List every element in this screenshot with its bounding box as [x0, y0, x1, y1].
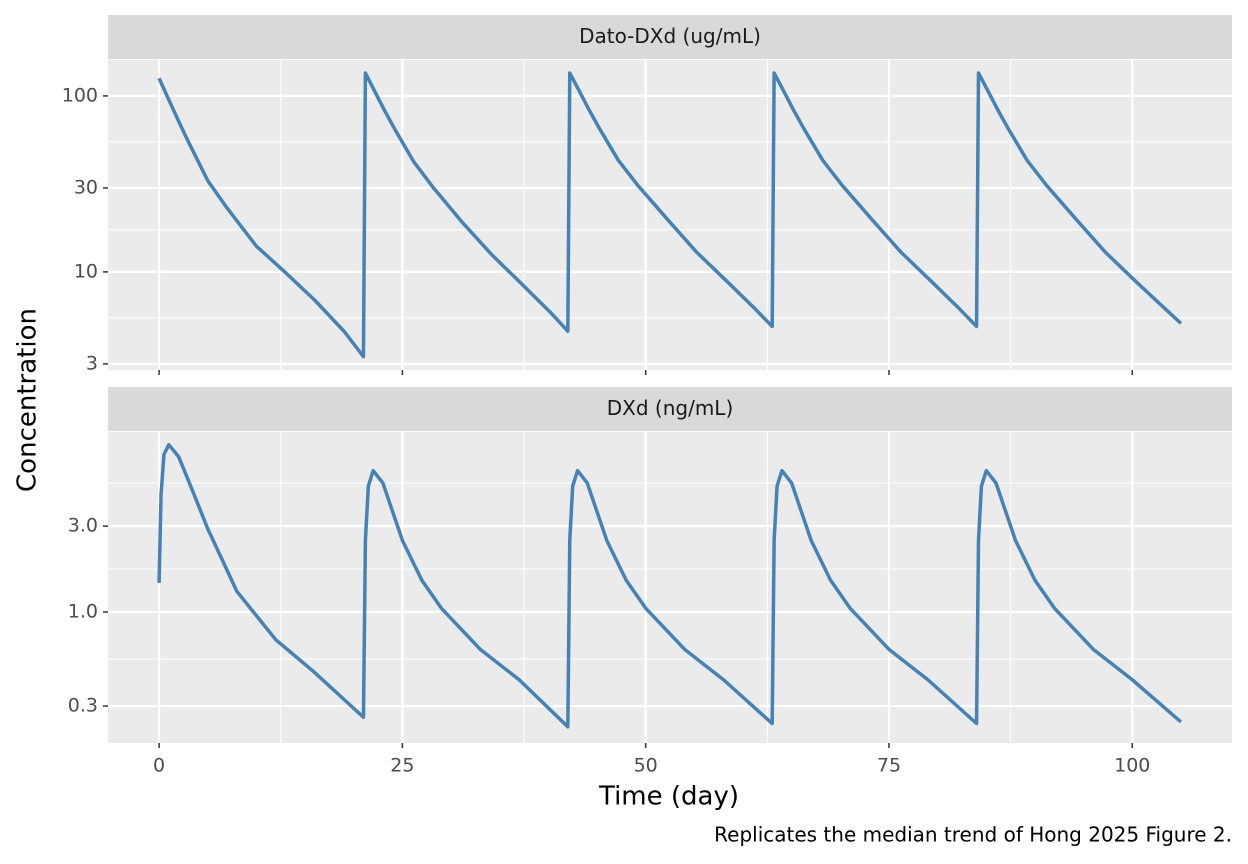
caption: Replicates the median trend of Hong 2025…: [714, 823, 1232, 847]
data-line: [157, 71, 1183, 359]
data-line: [157, 442, 1183, 729]
strip-label: DXd (ng/mL): [607, 396, 734, 420]
x-tick-label: 25: [390, 755, 414, 777]
y-tick-label: 3.0: [68, 515, 98, 537]
y-tick-label: 1.0: [68, 600, 98, 622]
x-tick-label: 100: [1114, 755, 1150, 777]
y-tick-label: 100: [62, 84, 98, 106]
strip-background: [108, 15, 1232, 59]
y-tick-label: 0.3: [68, 695, 98, 717]
y-tick-label: 3: [86, 352, 98, 374]
x-tick-label: 75: [877, 755, 901, 777]
y-tick-label: 30: [74, 176, 98, 198]
x-axis-label: Time (day): [598, 782, 739, 812]
y-axis-label: Concentration: [13, 308, 43, 492]
strip-label: Dato-DXd (ug/mL): [579, 24, 761, 48]
panel-background: [108, 432, 1232, 743]
strip-background: [108, 387, 1232, 431]
y-tick-label: 10: [74, 260, 98, 282]
x-tick-label: 50: [634, 755, 658, 777]
panel-background: [108, 60, 1232, 370]
x-tick-label: 0: [153, 755, 165, 777]
